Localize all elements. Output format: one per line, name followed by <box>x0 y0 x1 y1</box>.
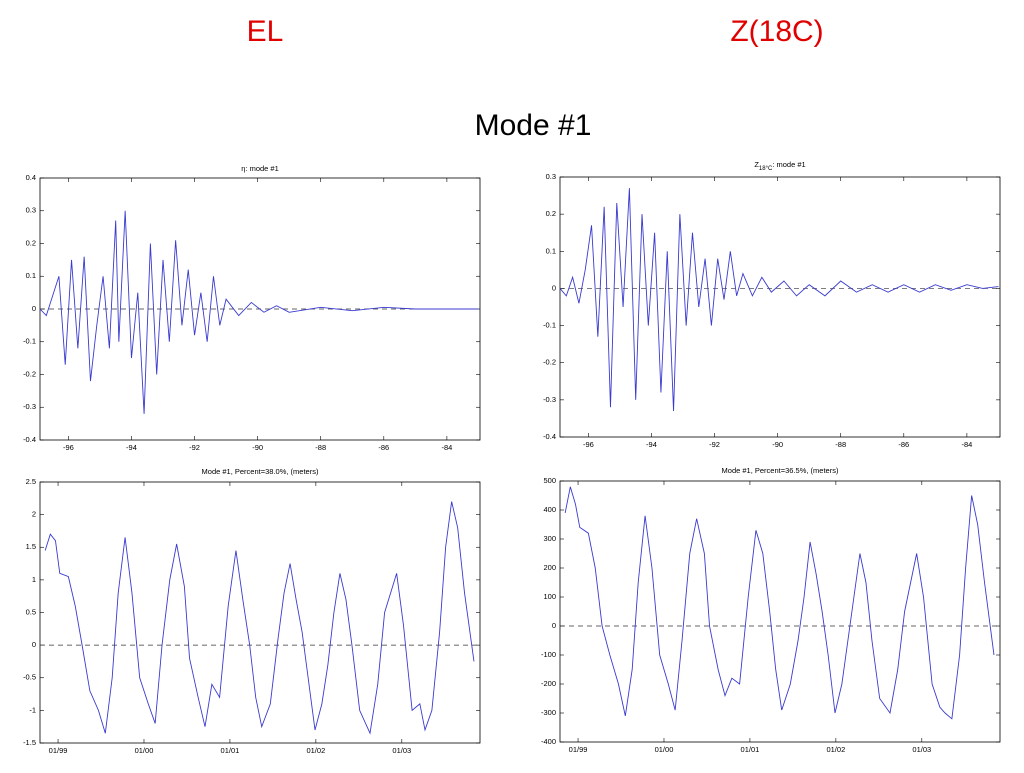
title-subscript: 18°C <box>759 166 773 172</box>
y-tick-label: -0.5 <box>23 673 36 682</box>
plot-frame <box>559 176 1001 438</box>
y-tick-label: -0.2 <box>543 358 556 367</box>
data-line <box>564 486 995 720</box>
x-tick-label: -84 <box>961 440 972 449</box>
x-tick-label: 01/00 <box>655 745 674 754</box>
y-tick-label: -0.1 <box>543 321 556 330</box>
y-tick-label: 200 <box>543 563 556 572</box>
chart: Mode #1, Percent=36.5%, (meters) -400 -300… <box>541 466 1001 754</box>
y-tick-label: -0.3 <box>23 402 36 411</box>
y-tick-label: 400 <box>543 505 556 514</box>
x-tick-label: -92 <box>189 443 200 452</box>
y-tick-label: -400 <box>541 737 556 746</box>
y-tick-label: -1.5 <box>23 738 36 747</box>
y-tick-label: 0.1 <box>26 271 36 280</box>
x-tick-label: -88 <box>835 440 846 449</box>
y-tick-label: -300 <box>541 708 556 717</box>
y-tick-label: 0.4 <box>26 173 36 182</box>
y-tick-label: 1.5 <box>26 542 36 551</box>
y-tick-label: -100 <box>541 650 556 659</box>
chart-title: Mode #1, Percent=38.0%, (meters) <box>202 467 319 476</box>
y-tick-label: -0.4 <box>543 432 556 441</box>
x-tick-label: 01/03 <box>392 746 411 755</box>
y-tick-label: 0 <box>32 640 36 649</box>
x-tick-label: 01/00 <box>135 746 154 755</box>
title-main: Z <box>754 160 759 169</box>
chart-title: Mode #1, Percent=36.5%, (meters) <box>722 466 839 475</box>
y-tick-label: -200 <box>541 679 556 688</box>
y-tick-label: 1 <box>32 575 36 584</box>
plot-frame <box>39 481 481 744</box>
x-tick-label: -88 <box>315 443 326 452</box>
chart: Mode #1, Percent=38.0%, (meters) -1.5 -1 -0… <box>23 467 481 755</box>
x-tick-label: -94 <box>126 443 137 452</box>
slide-title: Mode #1 <box>475 109 592 142</box>
title-main: η: mode #1 <box>241 164 279 173</box>
x-tick-label: 01/03 <box>912 745 931 754</box>
x-tick-label: 01/01 <box>741 745 760 754</box>
right-heading: Z(18C) <box>730 15 823 48</box>
y-tick-label: -0.1 <box>23 337 36 346</box>
y-tick-label: 0 <box>552 283 556 292</box>
chart: η: mode #1 -0.4 -0.3 -0.2 -0.1 0 0.1 0.2 0.3 0.4 -… <box>23 164 481 452</box>
x-tick-label: -84 <box>441 443 452 452</box>
y-tick-label: -0.2 <box>23 369 36 378</box>
left-heading: EL <box>247 15 284 48</box>
y-tick-label: 0 <box>552 621 556 630</box>
y-tick-label: 0.2 <box>546 209 556 218</box>
x-tick-label: 01/02 <box>826 745 845 754</box>
title-rest: : mode #1 <box>772 160 805 169</box>
x-tick-label: 01/99 <box>49 746 68 755</box>
x-tick-label: -90 <box>772 440 783 449</box>
x-tick-label: -90 <box>252 443 263 452</box>
y-tick-label: 0.1 <box>546 246 556 255</box>
y-tick-label: 300 <box>543 534 556 543</box>
y-tick-label: 0 <box>32 304 36 313</box>
y-tick-label: -1 <box>29 705 36 714</box>
x-tick-label: -96 <box>583 440 594 449</box>
title-main: Mode #1, Percent=36.5%, (meters) <box>722 466 839 475</box>
y-tick-label: 2.5 <box>26 477 36 486</box>
title-main: Mode #1, Percent=38.0%, (meters) <box>202 467 319 476</box>
y-tick-label: 0.3 <box>26 206 36 215</box>
y-tick-label: 0.5 <box>26 607 36 616</box>
x-tick-label: -92 <box>709 440 720 449</box>
y-tick-label: -0.3 <box>543 395 556 404</box>
y-tick-label: -0.4 <box>23 435 36 444</box>
data-line <box>39 210 479 414</box>
x-tick-label: 01/01 <box>221 746 240 755</box>
chart-title: Z18°C: mode #1 <box>754 160 805 172</box>
y-tick-label: 0.3 <box>546 172 556 181</box>
x-tick-label: -86 <box>898 440 909 449</box>
data-line <box>44 501 475 735</box>
x-tick-label: -96 <box>63 443 74 452</box>
x-tick-label: -86 <box>378 443 389 452</box>
y-tick-label: 100 <box>543 592 556 601</box>
chart: Z18°C: mode #1 -0.4 -0.3 -0.2 -0.1 0 0.1 0.2 0.3… <box>543 160 1001 449</box>
x-tick-label: 01/02 <box>306 746 325 755</box>
x-tick-label: 01/99 <box>569 745 588 754</box>
y-tick-label: 0.2 <box>26 238 36 247</box>
data-line <box>559 188 999 412</box>
chart-title: η: mode #1 <box>241 164 279 173</box>
x-tick-label: -94 <box>646 440 657 449</box>
y-tick-label: 500 <box>543 476 556 485</box>
y-tick-label: 2 <box>32 510 36 519</box>
plot-frame <box>559 480 1001 743</box>
